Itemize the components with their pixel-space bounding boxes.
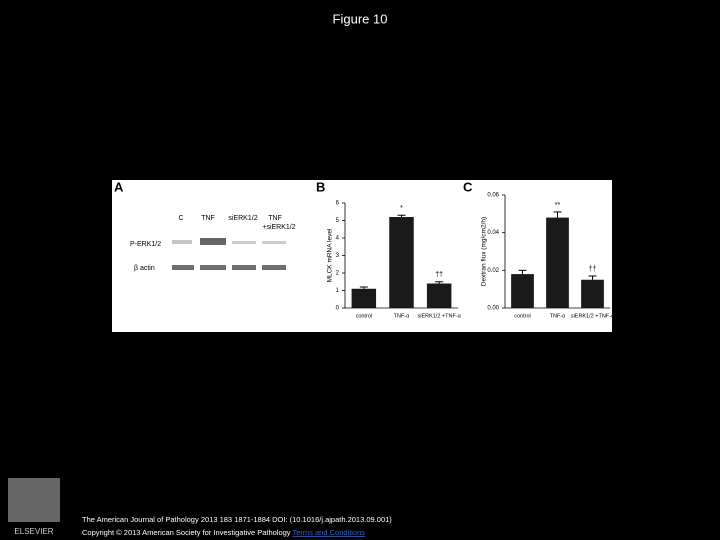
annotation: †† (435, 272, 443, 279)
y-tick-label: 5 (336, 218, 340, 224)
citation: The American Journal of Pathology 2013 1… (82, 515, 392, 524)
lane-label: +siERK1/2 (262, 224, 295, 231)
lane-label: siERK1/2 (228, 215, 257, 222)
annotation: †† (589, 266, 597, 273)
x-tick-label: control (356, 313, 373, 319)
y-tick-label: 0 (336, 306, 340, 312)
x-tick-label: TNF-α (394, 313, 411, 319)
y-tick-label: 1 (336, 288, 340, 294)
logo-image (8, 478, 60, 522)
panel-letter: A (114, 179, 124, 194)
y-axis-label: Dextran flux (mg/cm2/h) (481, 217, 488, 286)
bar (351, 288, 377, 308)
copyright-line: Copyright © 2013 American Society for In… (82, 528, 365, 537)
panel-letter: B (316, 179, 325, 194)
y-tick-label: 0.04 (487, 230, 499, 236)
bar (426, 283, 452, 308)
panel-letter: C (463, 179, 473, 194)
slide-title: Figure 10 (333, 11, 388, 26)
row-label: P-ERK1/2 (130, 241, 161, 248)
annotation: ** (555, 202, 561, 209)
terms-link[interactable]: Terms and Conditions (293, 528, 366, 537)
y-axis-label: MLCK mRNA level (327, 228, 334, 282)
figure-area (112, 180, 612, 332)
x-tick-label: siERK1/2 +TNF-α (571, 313, 615, 319)
y-tick-label: 0.06 (487, 193, 499, 199)
bar (511, 274, 534, 308)
logo-text: ELSEVIER (14, 527, 53, 536)
y-tick-label: 2 (336, 271, 340, 277)
bar (581, 279, 604, 308)
lane-label: TNF (201, 215, 215, 222)
bar (389, 217, 414, 308)
bar (546, 217, 569, 308)
lane-label: C (178, 215, 183, 222)
y-tick-label: 0.00 (487, 306, 499, 312)
annotation: * (400, 205, 403, 212)
x-tick-label: control (514, 313, 531, 319)
x-tick-label: TNF-α (550, 313, 567, 319)
copyright: Copyright © 2013 American Society for In… (82, 528, 291, 537)
blot (172, 238, 286, 270)
y-tick-label: 3 (336, 253, 340, 259)
row-label: β actin (134, 265, 155, 272)
y-tick-label: 6 (336, 201, 340, 207)
lane-label: TNF (268, 215, 282, 222)
y-tick-label: 0.02 (487, 268, 499, 274)
y-tick-label: 4 (336, 236, 340, 242)
x-tick-label: siERK1/2 +TNF-α (417, 313, 461, 319)
